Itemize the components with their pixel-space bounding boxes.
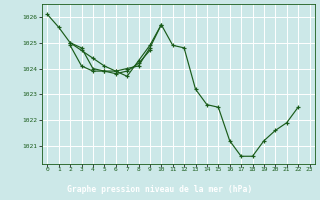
Text: Graphe pression niveau de la mer (hPa): Graphe pression niveau de la mer (hPa) <box>68 185 252 194</box>
